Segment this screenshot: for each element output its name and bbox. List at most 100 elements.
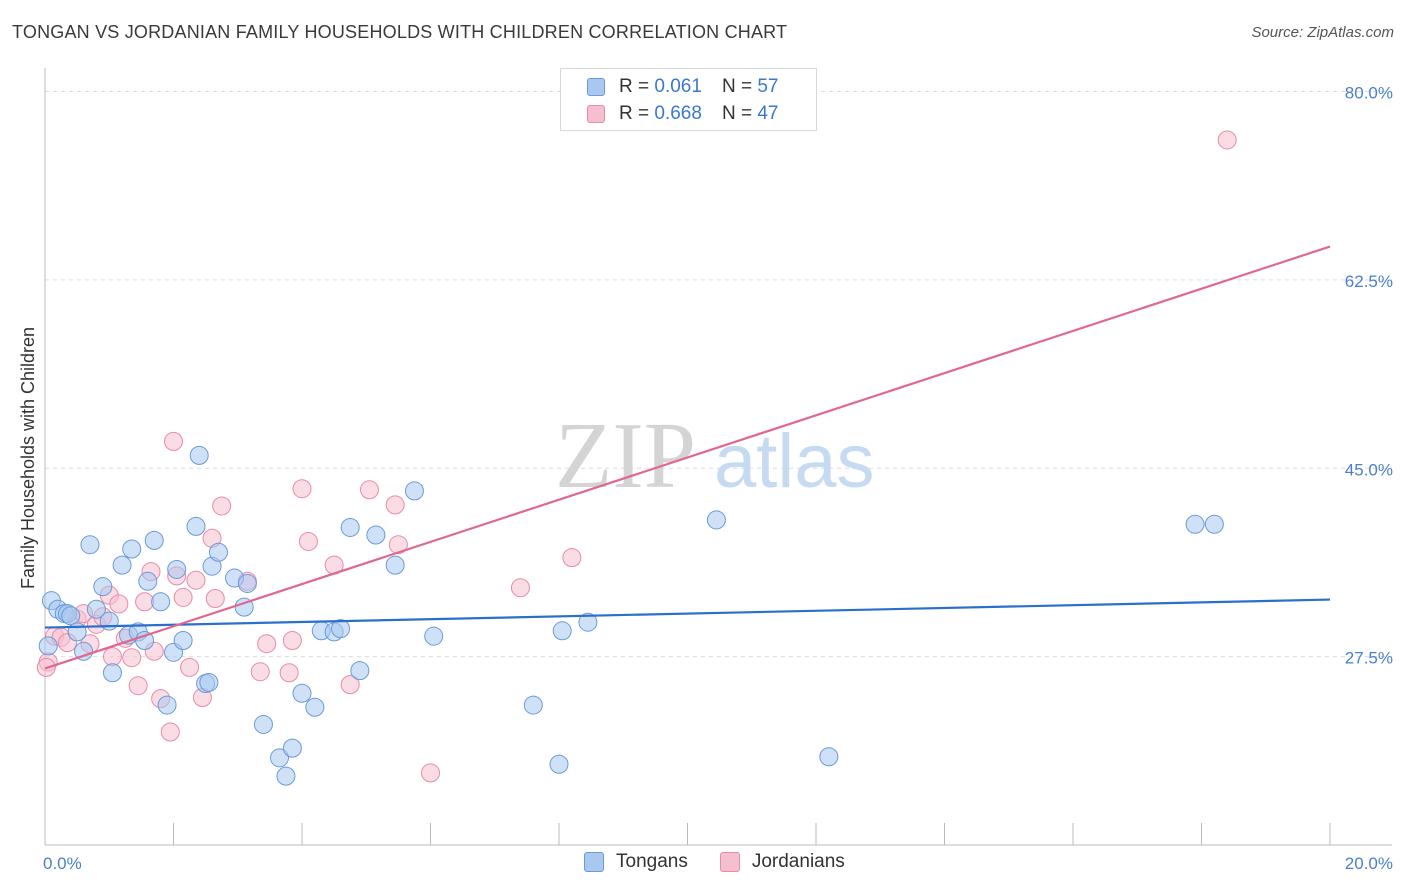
tongan-point [112, 555, 132, 575]
chart-title: TONGAN VS JORDANIAN FAMILY HOUSEHOLDS WI… [12, 22, 788, 42]
legend-item-jordanians: Jordanians [719, 851, 845, 873]
jordanian-point [186, 570, 206, 590]
tongan-point [237, 573, 257, 593]
tongan-point [173, 630, 193, 650]
legend-swatch-tongans [587, 78, 605, 96]
jordanian-point [510, 578, 530, 598]
legend-swatch-jordanians [719, 852, 740, 872]
tongan-point [276, 766, 296, 786]
legend-n-value: 57 [757, 76, 779, 97]
tongan-point [102, 663, 122, 683]
tongan-point [67, 622, 87, 642]
tongan-point [366, 525, 386, 545]
jordanian-point [388, 535, 408, 555]
tongan-point [138, 571, 158, 591]
y-tick-label: 27.5% [1345, 649, 1393, 668]
jordanian-point [164, 431, 183, 451]
jordanian-point [298, 531, 318, 551]
jordanian-point [109, 594, 129, 614]
tongan-point [61, 606, 81, 626]
jordanian-point [1217, 130, 1237, 150]
jordanian-point [279, 663, 299, 683]
tongan-point [340, 517, 360, 537]
jordanian-point [160, 722, 180, 742]
tongan-point [282, 738, 302, 758]
tongan-point [189, 445, 209, 465]
legend-label-jordanians: Jordanians [751, 851, 845, 872]
legend-r-value: 0.061 [654, 76, 702, 97]
tongan-point [292, 683, 312, 703]
jordanian-point [205, 589, 225, 609]
jordanian-point [173, 587, 193, 607]
chart-source: Source: ZipAtlas.com [1251, 24, 1394, 41]
legend-row-tongans: R = 0.061 N = 57 [587, 74, 778, 100]
jordanian-point [292, 479, 312, 499]
jordanian-trend-line [44, 245, 1331, 670]
tongan-point [157, 695, 177, 715]
legend-swatch-tongans [584, 852, 604, 872]
tongan-point [1185, 514, 1205, 534]
legend-swatch-jordanians [587, 105, 605, 123]
legend-n-label: N = [721, 103, 753, 124]
jordanian-point [257, 634, 277, 654]
tongan-point [305, 697, 325, 717]
jordanian-point [562, 548, 582, 568]
watermark: ZIP atlas [555, 404, 875, 508]
jordanian-point [359, 480, 379, 500]
tongan-point [99, 611, 119, 631]
tongan-trend-line [44, 598, 1331, 629]
tongan-point [578, 612, 598, 632]
tongan-point [253, 714, 273, 734]
jordanian-point [180, 657, 200, 677]
legend-n-value: 47 [757, 103, 779, 124]
jordanian-point [340, 675, 360, 695]
watermark-atlas: atlas [714, 419, 875, 504]
legend-item-tongans: Tongans [584, 851, 688, 873]
jordanian-point [212, 496, 232, 516]
tongan-point [706, 510, 726, 530]
tongan-point [385, 555, 405, 575]
tongan-point [199, 672, 219, 692]
x-tick-labels: 0.0% 20.0% [43, 854, 1393, 873]
tongan-point [552, 621, 572, 641]
axes [44, 68, 1392, 846]
tongan-point [404, 481, 424, 501]
legend-r-label: R = [619, 76, 650, 97]
stats-legend: R = 0.061 N = 57 R = 0.668 N = 47 [560, 68, 817, 131]
tongan-point [208, 542, 228, 562]
x-tick-label: 0.0% [43, 854, 82, 873]
tongan-point [80, 535, 100, 555]
jordanian-point [282, 630, 302, 650]
tongan-point [186, 516, 206, 536]
legend-r-label: R = [619, 103, 650, 124]
y-tick-labels: 80.0% 62.5% 45.0% 27.5% [1345, 84, 1393, 668]
jordanian-point [421, 763, 440, 783]
legend-n-label: N = [721, 76, 753, 97]
jordanian-point [128, 676, 148, 696]
jordanian-point [250, 662, 270, 682]
tongan-point [74, 641, 94, 661]
tongan-point [270, 748, 290, 768]
y-tick-label: 45.0% [1345, 460, 1393, 479]
jordanian-point [122, 648, 142, 668]
tongan-point [38, 636, 58, 656]
tongan-point [331, 619, 351, 639]
watermark-zip: ZIP [555, 404, 696, 508]
y-tick-label: 62.5% [1345, 272, 1393, 291]
jordanian-point [385, 495, 405, 515]
y-tick-label: 80.0% [1345, 84, 1393, 103]
trend-lines [44, 245, 1331, 670]
tongan-point [144, 530, 164, 550]
tongan-point [93, 577, 113, 597]
x-tick-label: 20.0% [1345, 854, 1393, 873]
tongan-point [819, 747, 839, 767]
series-legend: Tongans Jordanians [584, 851, 877, 873]
tongan-point [549, 754, 569, 774]
tongan-point [167, 559, 187, 579]
jordanian-point [135, 592, 155, 612]
legend-row-jordanians: R = 0.668 N = 47 [587, 101, 778, 127]
tongan-point [1204, 514, 1224, 534]
tongan-point [350, 661, 370, 681]
jordanian-point [102, 647, 122, 667]
